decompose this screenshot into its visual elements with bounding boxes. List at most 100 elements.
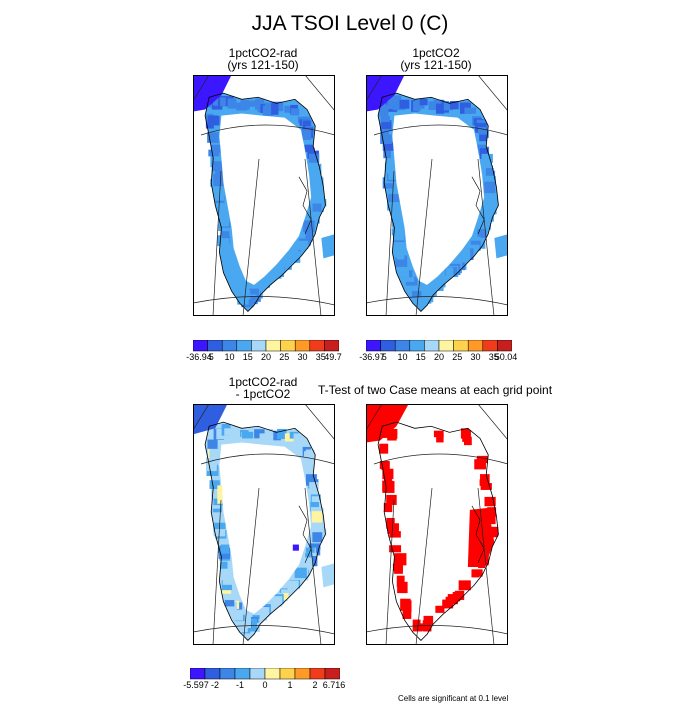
map-content bbox=[193, 75, 335, 313]
grid-cell bbox=[390, 95, 402, 103]
significant-cell bbox=[386, 494, 397, 505]
grid-cell bbox=[211, 102, 223, 110]
significant-cell bbox=[382, 481, 395, 493]
significant-cell bbox=[381, 461, 390, 470]
significant-cell bbox=[382, 468, 394, 480]
latitude-line bbox=[200, 453, 335, 465]
colorbar-swatch bbox=[409, 340, 425, 352]
grid-cell bbox=[224, 428, 234, 436]
significant-cell bbox=[389, 531, 401, 538]
longitude-line bbox=[304, 158, 322, 316]
grid-cell bbox=[237, 292, 249, 305]
significant-cell bbox=[419, 623, 432, 631]
colorbar-swatch bbox=[236, 340, 252, 352]
colorbar-swatch bbox=[280, 340, 296, 352]
longitude-line bbox=[212, 499, 222, 645]
grid-cell bbox=[277, 428, 287, 439]
colorbar-tick-label: 5 bbox=[381, 352, 387, 362]
grid-cell bbox=[211, 486, 223, 499]
grid-cell bbox=[383, 149, 391, 159]
significant-cell bbox=[389, 545, 402, 553]
longitude-line bbox=[385, 170, 395, 316]
grid-cell bbox=[210, 144, 222, 153]
grid-cell bbox=[220, 564, 229, 578]
grid-cell bbox=[220, 97, 232, 107]
map-panel-1pctco2-rad bbox=[193, 75, 335, 316]
colorbar-swatch bbox=[193, 340, 208, 352]
grid-cell bbox=[301, 129, 312, 141]
colorbar-swatch bbox=[324, 668, 340, 680]
grid-cell bbox=[445, 267, 454, 277]
grid-cell bbox=[293, 433, 302, 446]
grid-cell bbox=[221, 580, 232, 591]
grid-cell bbox=[479, 131, 489, 138]
colorbar-tick-label: -1 bbox=[235, 680, 245, 690]
grid-cell bbox=[383, 142, 394, 151]
grid-cell bbox=[259, 612, 268, 621]
significant-cell bbox=[392, 563, 403, 571]
grid-cell bbox=[311, 170, 322, 182]
island-cells bbox=[321, 563, 335, 588]
coastline bbox=[204, 92, 326, 313]
grid-cell bbox=[380, 134, 392, 144]
map-panel-difference bbox=[193, 404, 335, 645]
longitude-line bbox=[385, 499, 395, 645]
figure-title: JJA TSOI Level 0 (C) bbox=[251, 12, 449, 35]
coastline bbox=[298, 176, 312, 235]
map-frame bbox=[193, 404, 335, 645]
grid-cell bbox=[469, 244, 480, 251]
latitude-line bbox=[200, 124, 335, 136]
colorbar-swatch bbox=[249, 668, 266, 680]
significant-cell bbox=[471, 569, 480, 578]
grid-cell bbox=[477, 229, 487, 241]
grid-cell bbox=[231, 609, 240, 619]
grid-cell bbox=[231, 279, 241, 290]
grid-cell bbox=[401, 274, 413, 282]
grid-cell bbox=[222, 578, 233, 585]
grid-cell bbox=[217, 235, 230, 247]
grid-cell bbox=[290, 108, 300, 116]
significant-cell bbox=[394, 553, 407, 566]
grid-cell bbox=[209, 446, 219, 458]
longitude-line bbox=[366, 75, 383, 102]
colorbar-swatch bbox=[482, 340, 498, 352]
significant-cell bbox=[400, 598, 411, 611]
longitude-line bbox=[193, 404, 210, 431]
significant-cell bbox=[435, 605, 445, 613]
grid-cell bbox=[273, 430, 281, 441]
longitude-line bbox=[242, 158, 260, 316]
colorbar-swatch bbox=[279, 668, 296, 680]
colorbar-swatch bbox=[424, 340, 440, 352]
grid-cell bbox=[435, 103, 445, 114]
grid-cell bbox=[393, 249, 405, 258]
ice-sheet-mask bbox=[392, 113, 485, 285]
significant-cell bbox=[402, 607, 412, 619]
longitude-line bbox=[415, 158, 433, 316]
grid-cell bbox=[287, 253, 296, 260]
ocean-cell-cluster bbox=[193, 404, 228, 435]
grid-cell bbox=[399, 99, 410, 109]
significant-cell bbox=[480, 483, 492, 490]
grid-cell bbox=[209, 480, 220, 489]
latitude-line bbox=[193, 296, 335, 306]
significant-cell bbox=[436, 433, 444, 443]
grid-cell bbox=[224, 600, 235, 607]
colorbar-tick-label: 15 bbox=[242, 352, 253, 362]
grid-cell bbox=[305, 229, 313, 242]
positive-anomaly-cell bbox=[217, 485, 223, 504]
grid-cell bbox=[243, 100, 256, 107]
colorbar-tick-label: 50.04 bbox=[494, 352, 518, 362]
colorbar-swatch bbox=[294, 668, 311, 680]
significant-cell bbox=[412, 619, 421, 628]
latitude-line bbox=[373, 124, 508, 136]
grid-cell bbox=[381, 120, 392, 129]
coastline bbox=[377, 92, 499, 313]
colorbar-tick-label: 10 bbox=[224, 352, 235, 362]
longitude-line bbox=[477, 158, 495, 316]
significant-cell bbox=[396, 575, 405, 587]
colorbar-swatch bbox=[366, 340, 381, 352]
grid-cell bbox=[214, 191, 224, 201]
grid-cell bbox=[479, 148, 489, 159]
ice-sheet-mask bbox=[219, 113, 312, 285]
grid-cell bbox=[220, 561, 228, 569]
